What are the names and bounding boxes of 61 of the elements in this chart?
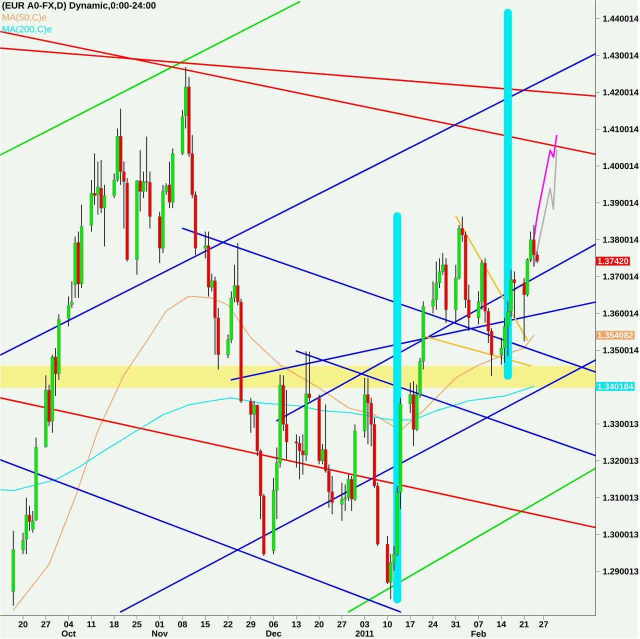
x-tick-label: 18: [110, 621, 119, 628]
chart-title: (EUR A0-FX,D) Dynamic,0:00-24:00: [2, 2, 156, 11]
x2-tick-label: Oct: [62, 630, 76, 637]
y-tick-label: 1.330013: [603, 421, 638, 428]
x-tick-label: 25: [132, 621, 142, 628]
y-tick-label: 1.320013: [603, 458, 638, 464]
y-tick-label: 1.440014: [603, 16, 639, 22]
text: 1.340184: [598, 384, 634, 390]
y-tick-label: 1.430014: [603, 52, 639, 59]
text: 1.37420: [598, 258, 628, 264]
candlestick: [532, 224, 536, 267]
x-tick-label: 27: [337, 621, 346, 628]
y-tick-label: 1.370014: [603, 274, 639, 280]
candlestick: [512, 271, 516, 318]
x-tick-label: 27: [539, 621, 548, 628]
x-tick-label: 10: [383, 621, 392, 628]
x2-tick-label: Feb: [471, 630, 486, 638]
x-tick-label: 20: [18, 621, 28, 628]
y-tick-label: 1.380014: [603, 236, 639, 243]
x-tick-label: 06: [269, 621, 278, 628]
x-tick-label: 04: [64, 621, 74, 628]
y-tick-label: 1.310013: [603, 494, 638, 501]
y-tick-label: 1.400014: [603, 163, 639, 170]
x2-tick-label: Dec: [266, 630, 282, 637]
candlestick: [340, 482, 344, 522]
x-tick-label: 29: [246, 621, 256, 628]
x-tick-label: 07: [474, 621, 483, 628]
x-tick-label: 20: [314, 621, 324, 628]
y-tick-label: 1.300013: [603, 532, 638, 538]
x-tick-label: 03: [360, 621, 370, 628]
x-tick-label: 11: [87, 621, 96, 628]
x-tick-label: 08: [178, 621, 188, 628]
x-tick-label: 17: [406, 621, 415, 628]
x-tick-label: 27: [41, 621, 50, 628]
y-tick-label: 1.420014: [603, 89, 639, 96]
x2-tick-label: 2011: [356, 630, 374, 637]
line-series: [533, 150, 558, 268]
x-tick-label: 21: [520, 621, 529, 628]
x-tick-label: 15: [200, 621, 210, 628]
line-series: [12, 296, 534, 611]
x-tick-label: 13: [292, 621, 301, 628]
candlestick: [102, 184, 106, 248]
x-tick-label: 24: [428, 621, 438, 628]
x2-tick-label: Nov: [152, 630, 168, 637]
text: MA(200,C)e: [2, 26, 52, 34]
x-tick-label: 22: [224, 621, 232, 628]
y-tick-label: 1.290013: [603, 568, 638, 575]
x-tick-label: 01: [155, 621, 164, 628]
candlestick: [249, 398, 252, 434]
candlestick: [298, 436, 302, 480]
text: 1.354082: [598, 332, 634, 338]
y-tick-label: 1.350014: [603, 347, 639, 354]
candlestick: [434, 261, 438, 310]
text: MA(50,C)e: [2, 14, 46, 23]
x-tick-label: 31: [451, 621, 460, 628]
y-tick-label: 1.410014: [603, 126, 639, 132]
candlestick: [366, 378, 370, 445]
y-tick-label: 1.360014: [603, 310, 639, 317]
y-tick-label: 1.390014: [603, 200, 639, 206]
x-tick-label: 14: [497, 621, 506, 628]
line-series: [530, 134, 558, 262]
